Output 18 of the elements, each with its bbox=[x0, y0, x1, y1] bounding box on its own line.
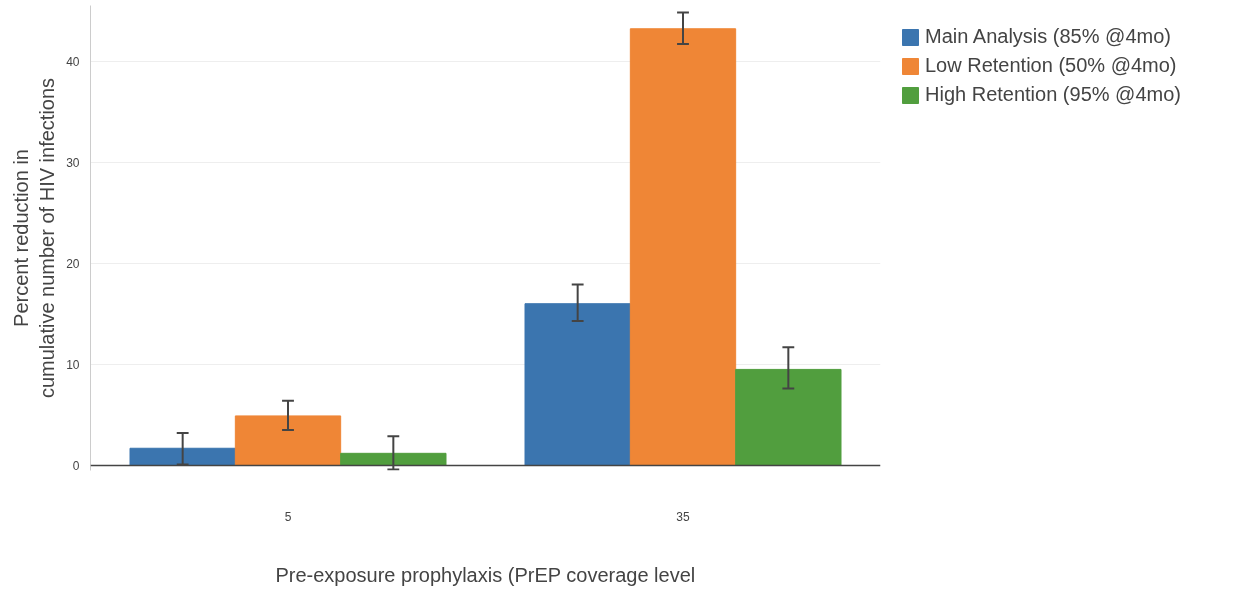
x-tick-label: 35 bbox=[676, 509, 690, 524]
y-axis-title: Percent reduction in cumulative number of HIV infections bbox=[9, 77, 59, 399]
y-tick-label: 30 bbox=[66, 155, 80, 170]
y-tick-label: 40 bbox=[66, 54, 80, 69]
y-tick-label: 0 bbox=[72, 458, 80, 473]
y-tick-label: 20 bbox=[66, 256, 80, 271]
bar bbox=[129, 447, 236, 466]
bar bbox=[629, 28, 737, 466]
bar bbox=[524, 303, 631, 466]
bar bbox=[735, 368, 842, 466]
legend-label: Low Retention (50% @4mo) bbox=[925, 54, 1177, 77]
bar bbox=[340, 452, 447, 466]
x-axis-title: Pre-exposure prophylaxis (PrEP coverage level bbox=[275, 563, 696, 586]
y-tick-label: 10 bbox=[66, 357, 80, 372]
x-tick-label: 5 bbox=[284, 509, 292, 524]
legend-label: High Retention (95% @4mo) bbox=[925, 83, 1181, 106]
legend-label: Main Analysis (85% @4mo) bbox=[925, 25, 1171, 48]
bar bbox=[234, 415, 342, 466]
